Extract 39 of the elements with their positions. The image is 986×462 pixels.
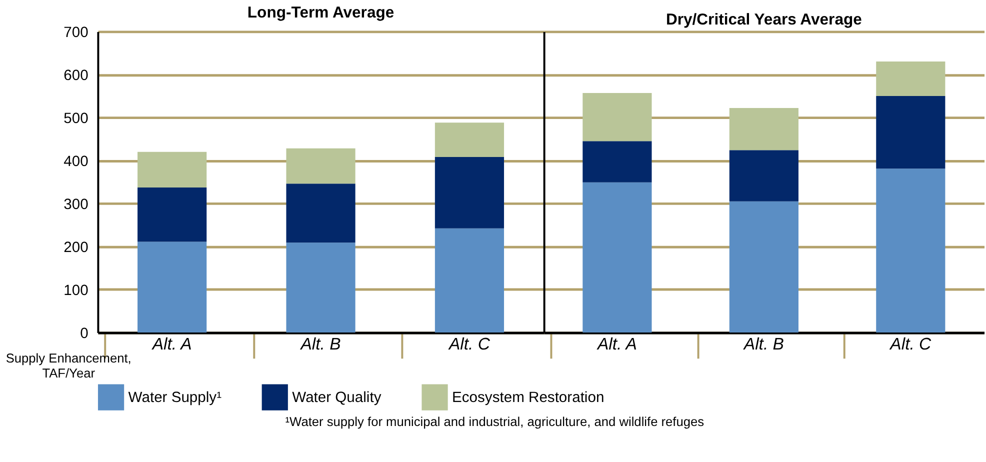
bar xyxy=(729,108,798,150)
bar xyxy=(876,62,946,96)
y-tick-label: 0 xyxy=(80,326,88,342)
bar xyxy=(138,152,207,188)
y-tick-label: 500 xyxy=(64,110,88,127)
y-tick-label: 300 xyxy=(64,196,88,213)
x-tick-label: Alt. B xyxy=(742,334,784,354)
legend-label: Water Supply¹ xyxy=(128,390,222,406)
text: ¹Water supply for municipal and industrial, agriculture, and wildlife refuges xyxy=(285,414,704,430)
bar xyxy=(138,188,207,242)
bar xyxy=(434,122,504,158)
bar xyxy=(286,184,356,243)
chart-title: Long-Term Average xyxy=(247,4,394,22)
y-tick-label: 600 xyxy=(64,68,88,84)
y-axis-title: Supply Enhancement, TAF/Year xyxy=(6,350,132,380)
bar xyxy=(582,182,652,332)
bar xyxy=(434,228,504,332)
x-tick-label: Alt. A xyxy=(596,334,637,354)
y-tick-label: 700 xyxy=(64,24,88,41)
bar xyxy=(434,157,504,228)
x-tick-label: Alt. B xyxy=(300,334,341,354)
y-tick-label: 200 xyxy=(64,240,88,256)
bar xyxy=(582,141,652,182)
y-tick-label: 400 xyxy=(64,154,88,170)
x-tick-label: Alt. A xyxy=(151,334,192,354)
bar xyxy=(876,168,946,332)
bar xyxy=(286,148,356,184)
legend-label: Ecosystem Restoration xyxy=(452,390,604,406)
y-tick-label: 100 xyxy=(64,282,88,299)
legend-label: Water Quality xyxy=(292,390,382,406)
chart-title: Dry/Critical Years Average xyxy=(666,12,862,29)
x-tick-label: Alt. C xyxy=(448,334,491,354)
bar xyxy=(876,96,946,169)
bar xyxy=(729,150,798,202)
bar xyxy=(286,242,356,332)
bar xyxy=(582,92,652,142)
bar xyxy=(729,201,798,332)
x-tick-label: Alt. C xyxy=(889,334,932,354)
bar xyxy=(138,242,207,332)
